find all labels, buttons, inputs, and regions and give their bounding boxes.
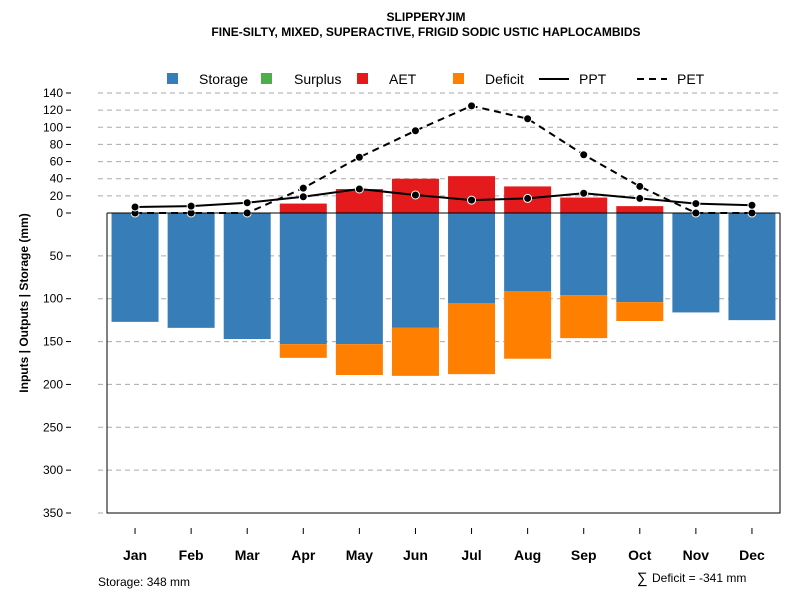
y-tick-label: 40 <box>50 172 64 186</box>
x-tick-label: Nov <box>683 547 710 563</box>
legend-swatch-surplus <box>261 73 272 84</box>
ppt-line-point <box>579 188 589 198</box>
y-axis-label: Inputs | Outputs | Storage (mm) <box>17 213 31 392</box>
x-tick-label: Jan <box>123 547 147 563</box>
x-tick-label: Jul <box>461 547 481 563</box>
y-tick-label: 200 <box>43 377 63 391</box>
storage-bar <box>504 213 552 291</box>
aet-bar <box>616 206 664 213</box>
axes: 0 20 40 60 80 100 120 140 50 100 150 200 250 300 350 Ja… <box>43 86 781 563</box>
x-tick-label: May <box>346 547 373 563</box>
legend-label-ppt: PPT <box>579 71 607 87</box>
aet-bar <box>448 176 496 213</box>
ppt-line-point <box>523 193 533 203</box>
pet-line-point <box>523 114 533 124</box>
y-tick-label: 140 <box>43 86 63 100</box>
x-tick-label: Sep <box>571 547 597 563</box>
x-tick-label: Feb <box>179 547 204 563</box>
y-tick-label: 0 <box>56 206 63 220</box>
y-tick-label: 20 <box>50 189 64 203</box>
storage-bar <box>672 213 720 313</box>
deficit-bar <box>391 327 439 376</box>
ppt-line-point <box>186 201 196 211</box>
series-lines <box>130 101 757 218</box>
ppt-line-point <box>467 195 477 205</box>
y-tick-label: 60 <box>50 155 64 169</box>
legend-swatch-deficit <box>453 73 464 84</box>
pet-line-point <box>579 150 589 160</box>
storage-bar <box>223 213 271 339</box>
ppt-line-point <box>747 200 757 210</box>
storage-bar <box>167 213 215 328</box>
bars <box>111 176 776 376</box>
x-tick-label: Aug <box>514 547 541 563</box>
storage-bar <box>111 213 159 322</box>
ppt-line-point <box>298 192 308 202</box>
ppt-line-point <box>354 184 364 194</box>
storage-bar <box>448 213 496 303</box>
ppt-line <box>135 187 752 208</box>
y-tick-label: 250 <box>43 420 63 434</box>
y-tick-label: 120 <box>43 103 63 117</box>
legend-label-surplus: Surplus <box>294 71 341 87</box>
pet-line-point <box>635 181 645 191</box>
legend-label-deficit: Deficit <box>485 71 524 87</box>
legend-label-pet: PET <box>677 71 705 87</box>
aet-bar <box>279 203 327 213</box>
chart-title: SLIPPERYJIM <box>387 10 466 24</box>
legend-label-aet: AET <box>389 71 417 87</box>
ppt-line-point <box>130 202 140 212</box>
deficit-total: Deficit = -341 mm <box>652 571 746 585</box>
storage-bar <box>391 213 439 328</box>
storage-bar <box>279 213 327 345</box>
x-tick-label: Mar <box>235 547 260 563</box>
storage-bar <box>335 213 383 345</box>
ppt-line-point <box>410 190 420 200</box>
x-tick-label: Oct <box>628 547 652 563</box>
chart-subtitle: FINE-SILTY, MIXED, SUPERACTIVE, FRIGID S… <box>211 25 640 39</box>
ppt-line-point <box>691 199 701 209</box>
y-tick-label: 100 <box>43 292 63 306</box>
y-tick-label: 80 <box>50 137 64 151</box>
y-tick-label: 350 <box>43 506 63 520</box>
sigma-symbol: ∑ <box>637 570 648 587</box>
legend-label-storage: Storage <box>199 71 248 87</box>
y-tick-label: 300 <box>43 463 63 477</box>
storage-total: Storage: 348 mm <box>98 575 190 589</box>
x-tick-label: Jun <box>403 547 428 563</box>
pet-line-point <box>410 126 420 136</box>
y-tick-label: 100 <box>43 120 63 134</box>
plot-frame <box>106 213 781 514</box>
storage-bar <box>728 213 776 321</box>
deficit-bar <box>560 295 608 339</box>
deficit-bar <box>279 344 327 358</box>
deficit-bar <box>504 291 552 359</box>
deficit-bar <box>335 344 383 375</box>
storage-bar <box>560 213 608 296</box>
aet-bar <box>560 197 608 213</box>
pet-line-point <box>354 152 364 162</box>
deficit-bar <box>448 303 496 375</box>
storage-bar <box>616 213 664 303</box>
y-tick-label: 50 <box>50 249 64 263</box>
x-tick-label: Dec <box>739 547 765 563</box>
legend-swatch-aet <box>357 73 368 84</box>
y-tick-label: 150 <box>43 335 63 349</box>
pet-line-point <box>467 101 477 111</box>
pet-line-point <box>298 183 308 193</box>
x-tick-label: Apr <box>291 547 316 563</box>
deficit-bar <box>616 302 664 321</box>
ppt-line-point <box>635 193 645 203</box>
legend-swatch-storage <box>167 73 178 84</box>
legend: Storage Surplus AET Deficit PPT PET <box>167 71 705 87</box>
ppt-line-point <box>242 198 252 208</box>
